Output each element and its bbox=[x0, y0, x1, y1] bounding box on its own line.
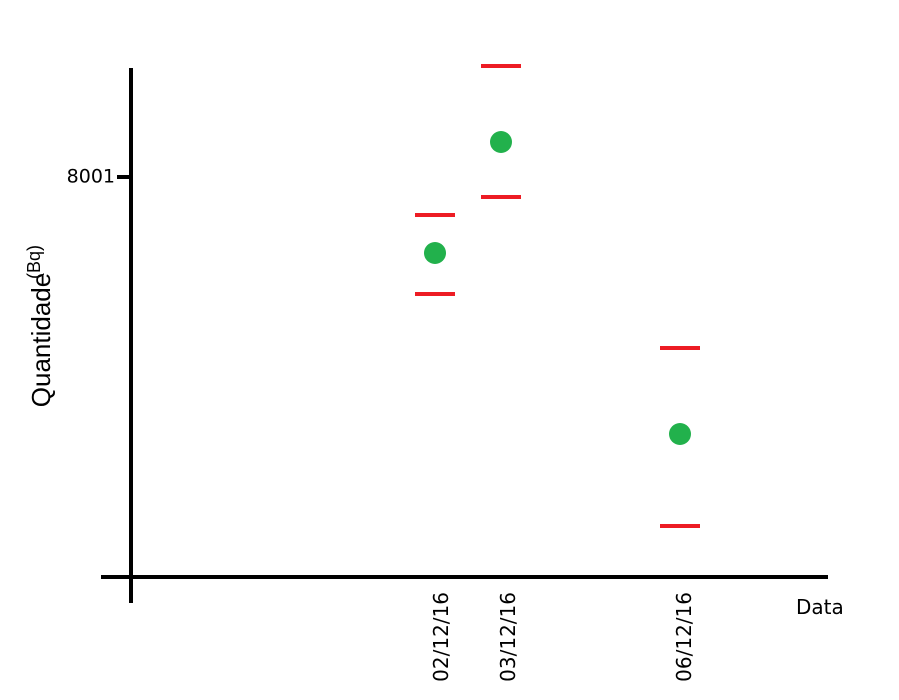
data-point bbox=[424, 242, 446, 264]
x-axis-label: Data bbox=[796, 595, 844, 619]
x-tick-label: 02/12/16 bbox=[429, 592, 453, 682]
y-axis-label: Quantidade bbox=[26, 273, 56, 407]
data-point bbox=[669, 423, 691, 445]
y-axis-unit: (Bq) bbox=[24, 245, 44, 279]
data-marks bbox=[415, 64, 700, 528]
x-tick-label: 06/12/16 bbox=[672, 592, 696, 682]
data-point bbox=[490, 131, 512, 153]
y-tick-label: 8001 bbox=[67, 166, 115, 188]
x-tick-label: 03/12/16 bbox=[496, 592, 520, 682]
